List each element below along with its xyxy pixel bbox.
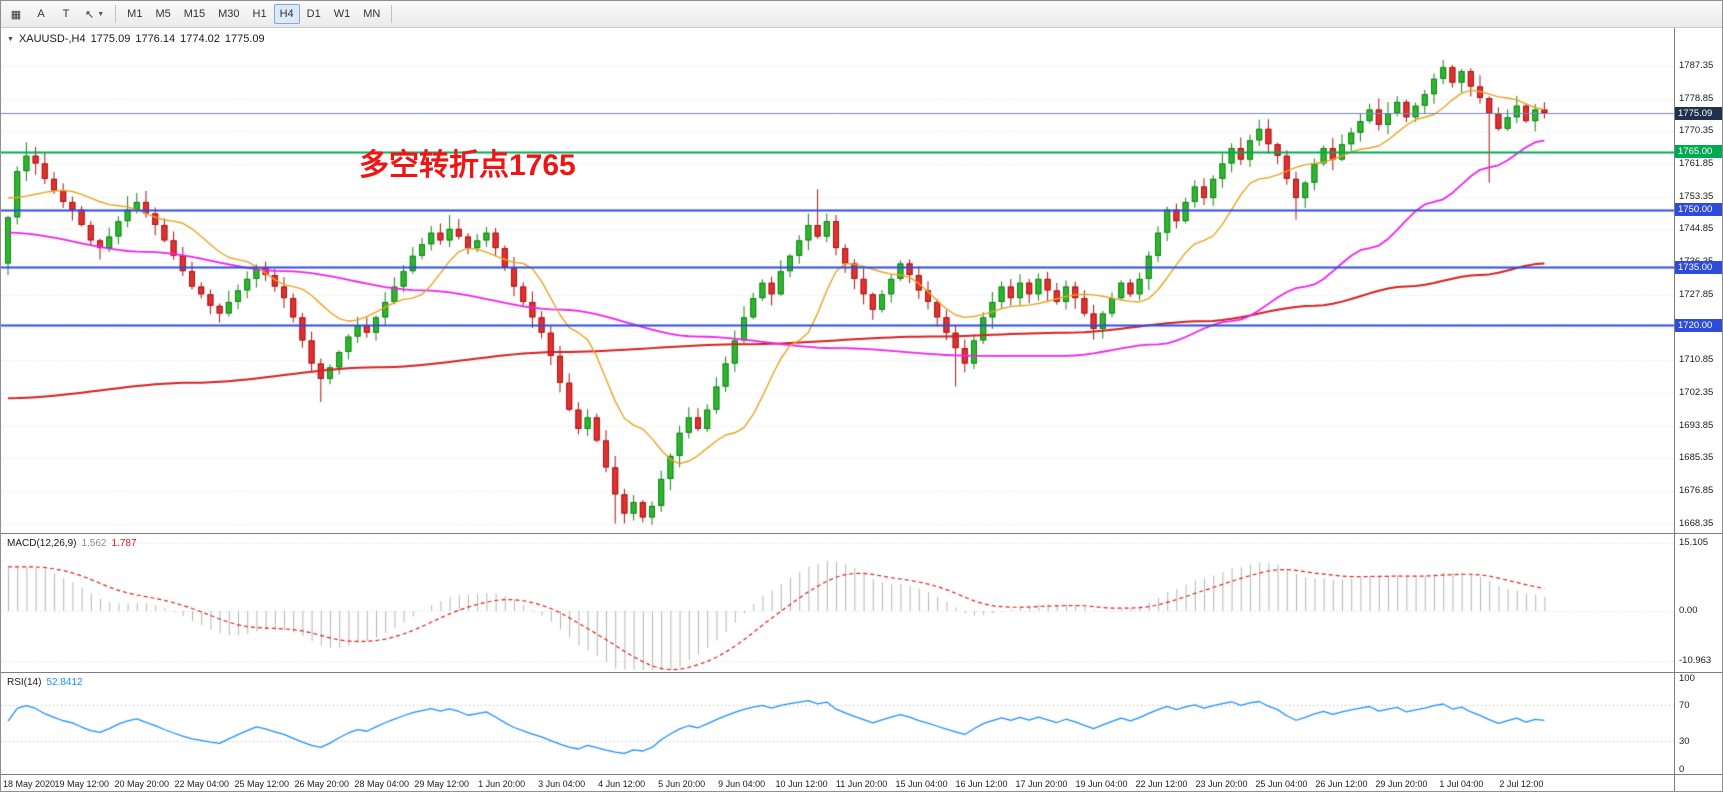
hline-1750-tag[interactable]: 1750.00	[1675, 203, 1722, 217]
hline-1720-tag[interactable]: 1720.00	[1675, 318, 1722, 332]
price-tick: 1685.35	[1679, 452, 1714, 464]
timeframe-mn[interactable]: MN	[363, 8, 381, 20]
dropdown-caret-icon: ▼	[97, 10, 105, 18]
ohlc-close: 1775.09	[224, 33, 265, 45]
time-axis[interactable]: 18 May 2020 19 May 12:00 20 May 20:00 22 Ma…	[1, 775, 1722, 791]
time-label: 15 Jun 04:00	[895, 779, 948, 789]
drawing-tools-group: ▦ A T ↖ ▼	[4, 4, 110, 24]
text-annotation[interactable]: 多空转折点1765	[359, 149, 576, 182]
time-label: 19 Jun 04:00	[1075, 779, 1128, 789]
price-tick: 1668.35	[1679, 517, 1714, 529]
time-label: 9 Jun 04:00	[718, 779, 766, 789]
chart-stack: ▼ XAUUSD-,H4 1775.09 1776.14 1774.02 177…	[1, 28, 1722, 791]
timeframe-m15[interactable]: M15	[183, 8, 206, 20]
rsi-tick: 70	[1679, 699, 1690, 711]
time-label: 26 May 20:00	[294, 779, 349, 789]
time-label: 3 Jun 04:00	[538, 779, 586, 789]
toolbar-separator	[115, 5, 117, 23]
rsi-canvas[interactable]	[1, 673, 1676, 774]
ohlc-open: 1775.09	[90, 33, 131, 45]
rsi-tick: 0	[1679, 764, 1685, 775]
ohlc-low: 1774.02	[180, 33, 220, 45]
macd-value-main: 1.562	[81, 538, 107, 549]
price-tick: 1710.85	[1679, 354, 1714, 366]
rsi-name: RSI(14)	[7, 677, 42, 688]
timeframe-group: M1 M5 M15 M30 H1 H4 D1 W1 MN	[121, 4, 386, 24]
price-tick: 1702.35	[1679, 386, 1714, 398]
time-label: 16 Jun 12:00	[955, 779, 1008, 789]
time-label: 5 Jun 20:00	[658, 779, 706, 789]
text-tool[interactable]: T	[62, 8, 70, 20]
timeframe-h4[interactable]: H4	[273, 4, 300, 24]
time-label: 23 Jun 20:00	[1195, 779, 1248, 789]
chart-header: ▼ XAUUSD-,H4 1775.09 1776.14 1774.02 177…	[7, 33, 265, 45]
main-chart-pane: ▼ XAUUSD-,H4 1775.09 1776.14 1774.02 177…	[1, 28, 1722, 534]
price-tick: 1787.35	[1679, 59, 1714, 71]
toolbar: ▦ A T ↖ ▼ M1 M5 M15 M30 H1 H4 D1 W1 MN	[1, 1, 1722, 28]
time-label: 25 Jun 04:00	[1255, 779, 1308, 789]
hline-1735-tag[interactable]: 1735.00	[1675, 260, 1722, 274]
macd-value-signal: 1.787	[111, 538, 137, 549]
text-label-tool[interactable]: A	[37, 8, 45, 20]
time-label: 19 May 12:00	[54, 779, 110, 789]
time-label: 25 May 12:00	[234, 779, 290, 789]
time-label: 26 Jun 12:00	[1315, 779, 1368, 789]
timeframe-w1[interactable]: W1	[333, 8, 351, 20]
macd-indicator-pane: MACD(12,26,9) 1.562 1.787 15.105 0.00 -10.…	[1, 534, 1722, 673]
macd-canvas[interactable]	[1, 534, 1676, 672]
rsi-indicator-pane: RSI(14) 52.8412 100 70 30 0	[1, 673, 1722, 775]
time-label: 29 Jun 20:00	[1375, 779, 1428, 789]
time-label: 18 May 2020	[3, 779, 56, 789]
arrows-tool[interactable]: ↖ ▼	[85, 8, 105, 21]
price-tick: 1770.35	[1679, 125, 1714, 137]
toolbar-separator	[391, 5, 393, 23]
time-label: 11 Jun 20:00	[835, 779, 888, 789]
rsi-axis[interactable]: 100 70 30 0	[1674, 673, 1722, 775]
rsi-value: 52.8412	[46, 677, 83, 688]
collapse-icon[interactable]: ▼	[7, 35, 14, 43]
bid-price-line-tag[interactable]: 1775.09	[1675, 106, 1722, 120]
time-label: 4 Jun 12:00	[598, 779, 646, 789]
price-axis[interactable]: 1787.35 1778.85 1770.35 1761.85 1753.35 1744.…	[1674, 28, 1722, 533]
macd-label: MACD(12,26,9) 1.562 1.787	[7, 538, 137, 549]
time-label: 22 Jun 12:00	[1135, 779, 1188, 789]
price-tick: 1778.85	[1679, 92, 1714, 104]
time-label: 1 Jun 20:00	[478, 779, 526, 789]
hline-1765-tag[interactable]: 1765.00	[1675, 145, 1722, 159]
rsi-tick: 100	[1679, 673, 1695, 684]
macd-axis[interactable]: 15.105 0.00 -10.963	[1674, 534, 1722, 672]
time-label: 17 Jun 20:00	[1015, 779, 1068, 789]
price-tick: 1693.85	[1679, 419, 1714, 431]
time-label: 28 May 04:00	[354, 779, 409, 789]
price-tick: 1744.85	[1679, 223, 1714, 235]
ohlc-high: 1776.14	[135, 33, 176, 45]
symbol-period-label: XAUUSD-,H4	[18, 33, 86, 45]
price-tick: 1676.85	[1679, 485, 1714, 497]
rsi-tick: 30	[1679, 736, 1690, 748]
macd-tick: 15.105	[1679, 536, 1709, 548]
price-tick: 1753.35	[1679, 190, 1714, 202]
axis-corner	[1674, 775, 1722, 791]
timeframe-d1[interactable]: D1	[306, 8, 321, 20]
timeframe-m30[interactable]: M30	[218, 8, 240, 20]
time-label: 29 May 12:00	[414, 779, 469, 789]
time-label: 22 May 04:00	[174, 779, 230, 789]
price-tick: 1727.85	[1679, 288, 1714, 300]
rsi-label: RSI(14) 52.8412	[7, 677, 83, 688]
time-label: 20 May 20:00	[114, 779, 170, 789]
time-label: 10 Jun 12:00	[775, 779, 828, 789]
timeframe-m1[interactable]: M1	[127, 8, 143, 20]
timeframe-h1[interactable]: H1	[252, 8, 267, 20]
price-tick: 1761.85	[1679, 158, 1714, 169]
macd-tick: -10.963	[1679, 654, 1712, 666]
macd-name: MACD(12,26,9)	[7, 538, 77, 549]
candlestick-chart-canvas[interactable]	[1, 28, 1676, 533]
chart-window-icon[interactable]: ▦	[10, 8, 22, 21]
timeframe-m5[interactable]: M5	[155, 8, 171, 20]
time-label: 2 Jul 12:00	[1499, 779, 1544, 789]
macd-tick: 0.00	[1679, 605, 1698, 616]
time-label: 1 Jul 04:00	[1439, 779, 1484, 789]
